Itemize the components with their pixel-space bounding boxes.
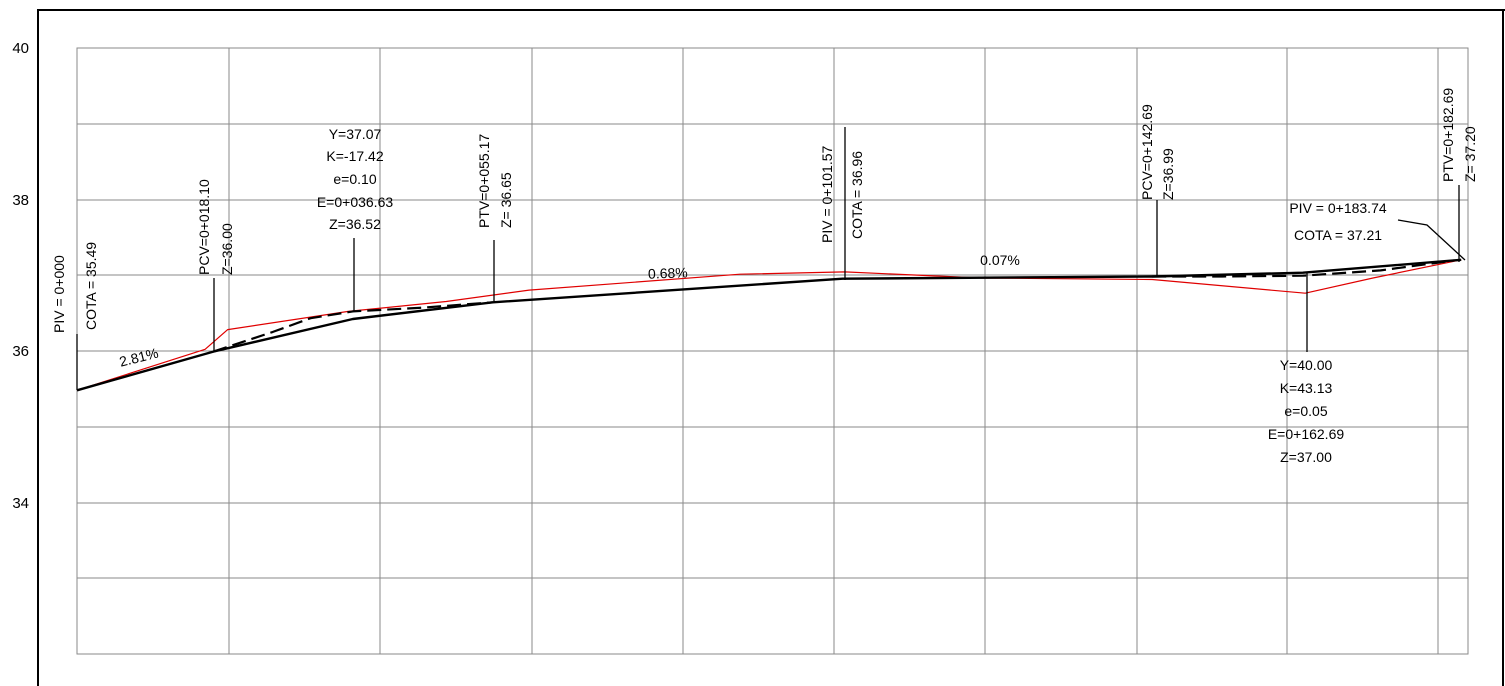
grade-line (76, 258, 1462, 392)
ground-line (76, 259, 1462, 391)
curve2-z: Z=37.00 (1280, 449, 1332, 465)
curve2-k: K=43.13 (1280, 380, 1333, 396)
y-tick-label: 40 (12, 40, 29, 57)
curve2-E: E=0+162.69 (1268, 426, 1345, 442)
station-labels: PIV = 0+000 COTA = 35.49 PCV=0+018.10 Z=… (51, 88, 1478, 333)
leader-piv-end (1397, 219, 1466, 261)
piv-mid-label: PIV = 0+101.57 (819, 145, 835, 243)
frame-border (37, 9, 1505, 686)
pcv1-z-label: Z=36.00 (219, 223, 235, 275)
ptv1-z-label: Z= 36.65 (498, 172, 514, 228)
cota-start-label: COTA = 35.49 (83, 242, 99, 330)
curve1-E: E=0+036.63 (317, 194, 394, 210)
y-tick-label: 34 (12, 495, 29, 512)
curve1-info: Y=37.07 K=-17.42 e=0.10 E=0+036.63 Z=36.… (317, 126, 394, 232)
piv-start-label: PIV = 0+000 (51, 255, 67, 333)
y-axis-labels: 40 38 36 34 (12, 40, 29, 512)
grade-labels: 2.81% 0.68% 0.07% (118, 252, 1020, 370)
ptv2-z-label: Z= 37.20 (1462, 126, 1478, 182)
curve2-y: Y=40.00 (1280, 357, 1333, 373)
grade-label: 0.68% (648, 264, 688, 281)
piv-end-info: PIV = 0+183.74 COTA = 37.21 (1289, 200, 1387, 243)
cota-mid-label: COTA = 36.96 (849, 151, 865, 239)
cota-end-label: COTA = 37.21 (1294, 227, 1382, 243)
pcv1-label: PCV=0+018.10 (196, 179, 212, 275)
curve2-info: Y=40.00 K=43.13 e=0.05 E=0+162.69 Z=37.0… (1268, 357, 1345, 465)
y-tick-label: 38 (12, 192, 29, 209)
curve1-z: Z=36.52 (329, 216, 381, 232)
pcv2-label: PCV=0+142.69 (1139, 104, 1155, 200)
vertical-curve-dashed (213, 301, 493, 353)
curve1-k: K=-17.42 (326, 148, 383, 164)
grade-label: 0.07% (980, 252, 1020, 268)
ptv2-label: PTV=0+182.69 (1440, 88, 1456, 182)
y-tick-label: 36 (12, 343, 29, 360)
pcv2-z-label: Z=36.99 (1160, 148, 1176, 200)
curve1-y: Y=37.07 (329, 126, 382, 142)
piv-end-label: PIV = 0+183.74 (1289, 200, 1387, 216)
ptv1-label: PTV=0+055.17 (476, 134, 492, 228)
grid (76, 47, 1469, 655)
curve2-e: e=0.05 (1284, 403, 1327, 419)
leader-lines (76, 127, 1466, 390)
vertical-curve-dashed (1152, 259, 1454, 278)
series-layer (76, 258, 1462, 392)
curve1-e: e=0.10 (333, 171, 376, 187)
